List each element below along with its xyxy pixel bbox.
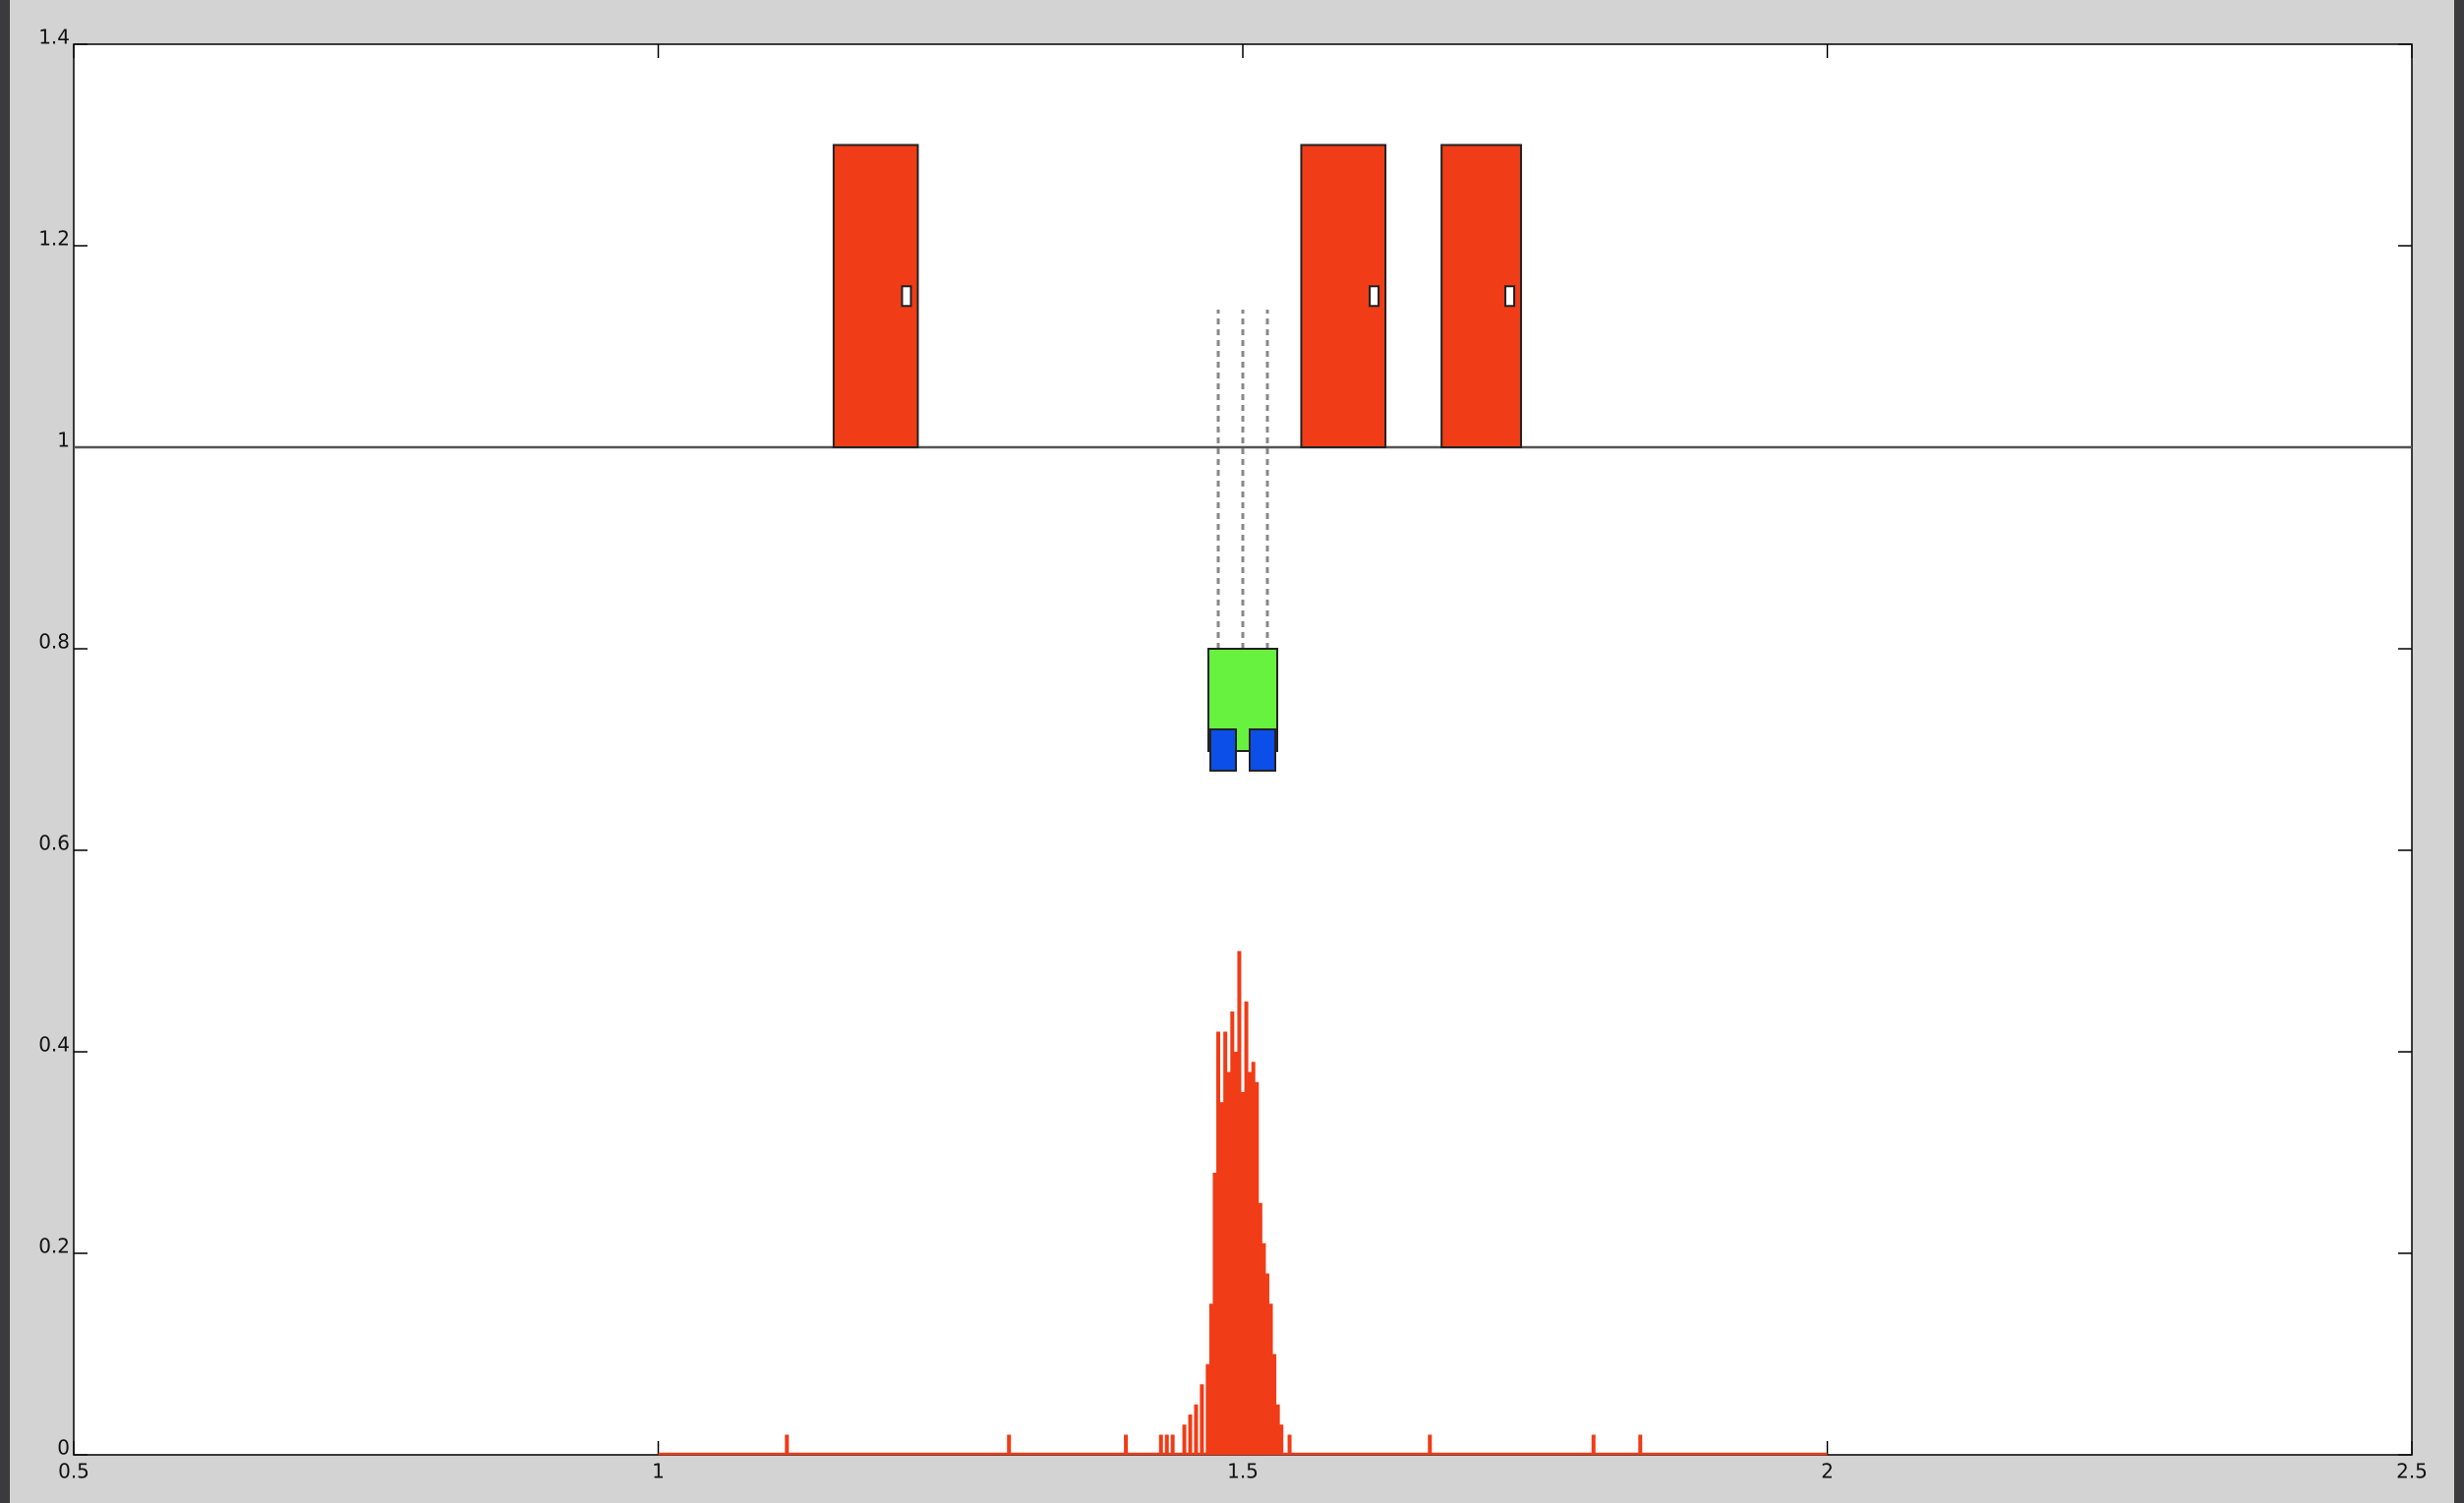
- x-tick-label: 2.5: [2396, 1460, 2428, 1483]
- y-tick-label: 0.2: [38, 1235, 70, 1258]
- x-tick-label: 1.5: [1227, 1460, 1259, 1483]
- y-tick-label: 0.4: [38, 1033, 70, 1057]
- y-tick-label: 0.8: [38, 630, 70, 654]
- y-tick-label: 1: [57, 429, 70, 452]
- figure: 0 0.2 0.4 0.6 0.8 1 1.2 1.4 0.5 1 1.5 2 2.5: [0, 0, 2464, 1503]
- robot-wheel: [1250, 729, 1275, 771]
- door-knob: [1505, 286, 1514, 306]
- x-tick-label: 0.5: [58, 1460, 89, 1483]
- y-tick-label: 0: [57, 1436, 70, 1460]
- x-tick-label: 2: [1821, 1460, 1834, 1483]
- door-knob: [1370, 286, 1379, 306]
- y-tick-label: 0.6: [38, 832, 70, 855]
- y-tick-label: 1.2: [38, 227, 70, 251]
- door-knob: [902, 286, 910, 306]
- robot-wheel: [1210, 729, 1236, 771]
- y-tick-label: 1.4: [38, 26, 70, 49]
- x-tick-label: 1: [652, 1460, 665, 1483]
- page: 00.20.40.60.811.21.40.511.522.5 (() => {…: [0, 0, 2464, 1503]
